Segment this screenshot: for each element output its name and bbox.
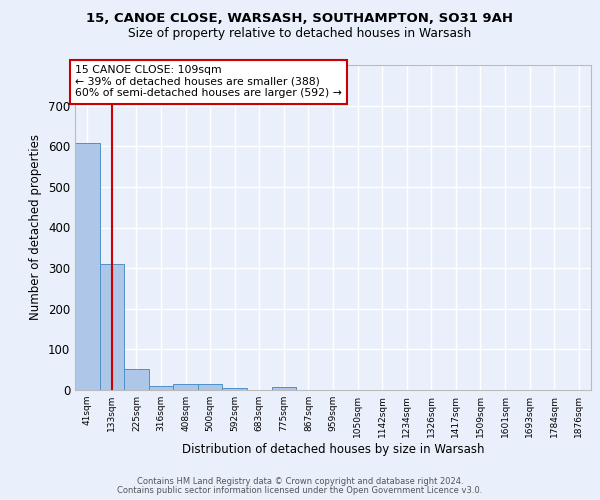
Bar — [198, 384, 223, 390]
Text: Size of property relative to detached houses in Warsash: Size of property relative to detached ho… — [128, 28, 472, 40]
Bar — [173, 384, 198, 390]
Bar — [100, 264, 124, 390]
Bar — [272, 387, 296, 390]
Bar — [223, 388, 247, 390]
Text: Contains HM Land Registry data © Crown copyright and database right 2024.: Contains HM Land Registry data © Crown c… — [137, 477, 463, 486]
Text: Contains public sector information licensed under the Open Government Licence v3: Contains public sector information licen… — [118, 486, 482, 495]
Bar — [149, 386, 173, 390]
X-axis label: Distribution of detached houses by size in Warsash: Distribution of detached houses by size … — [182, 442, 484, 456]
Y-axis label: Number of detached properties: Number of detached properties — [29, 134, 43, 320]
Text: 15 CANOE CLOSE: 109sqm
← 39% of detached houses are smaller (388)
60% of semi-de: 15 CANOE CLOSE: 109sqm ← 39% of detached… — [75, 65, 342, 98]
Text: 15, CANOE CLOSE, WARSASH, SOUTHAMPTON, SO31 9AH: 15, CANOE CLOSE, WARSASH, SOUTHAMPTON, S… — [86, 12, 514, 26]
Bar — [75, 143, 100, 390]
Bar — [124, 369, 149, 390]
